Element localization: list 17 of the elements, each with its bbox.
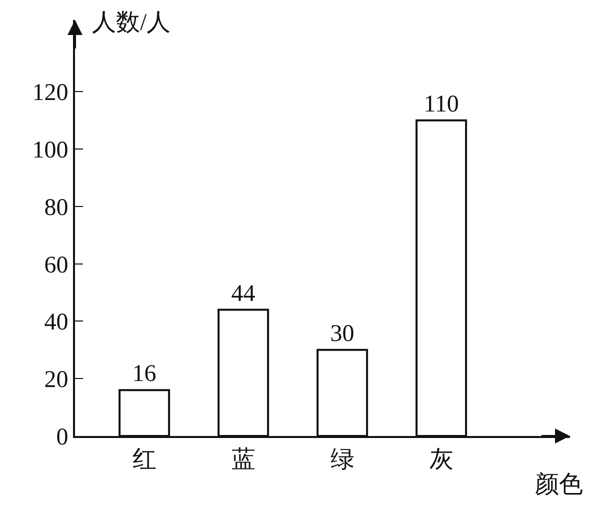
- data-label: 30: [330, 320, 354, 347]
- data-label: 110: [424, 91, 459, 118]
- y-tick-label: 60: [44, 252, 68, 278]
- y-tick-label: 40: [44, 310, 68, 336]
- data-label: 16: [132, 361, 156, 388]
- x-tick-label: 灰: [429, 446, 454, 473]
- x-axis-title: 颜色: [535, 471, 583, 498]
- x-tick-label: 蓝: [231, 446, 256, 473]
- data-label: 44: [231, 280, 256, 307]
- y-tick-label: 0: [56, 424, 68, 450]
- y-tick-label: 120: [32, 80, 68, 106]
- x-tick-label: 红: [132, 446, 156, 473]
- y-tick-label: 80: [44, 194, 68, 221]
- y-tick-label: 20: [44, 367, 68, 394]
- y-tick-label: 100: [32, 138, 68, 164]
- y-axis-title: 人数/人: [92, 10, 171, 36]
- x-tick-label: 绿: [330, 446, 354, 473]
